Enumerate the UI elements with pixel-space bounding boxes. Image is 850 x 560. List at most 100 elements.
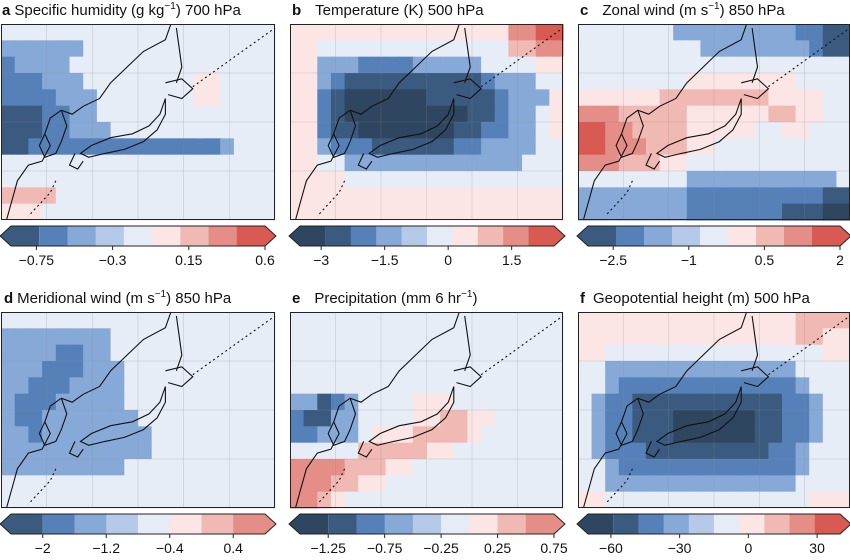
heatmap-cell xyxy=(508,442,523,460)
heatmap-cell xyxy=(206,410,221,427)
heatmap-cell xyxy=(192,56,208,74)
heatmap-cell xyxy=(165,377,180,395)
coastline xyxy=(68,153,84,170)
heatmap-cell xyxy=(686,105,701,123)
heatmap-cell xyxy=(124,105,139,123)
heatmap-cell xyxy=(28,361,43,378)
heatmap-cell xyxy=(69,56,84,74)
heatmap-cell xyxy=(96,410,112,427)
heatmap-cell xyxy=(151,138,166,156)
heatmap-cell xyxy=(317,377,332,395)
heatmap-cell xyxy=(96,138,112,156)
heatmap-cell xyxy=(426,377,441,395)
colorbar-segment xyxy=(756,226,785,246)
heatmap-cell xyxy=(290,89,305,107)
heatmap-cell xyxy=(426,312,441,329)
heatmap-cell xyxy=(673,475,688,493)
colorbar-segment xyxy=(577,514,614,534)
graticule xyxy=(578,312,850,508)
heatmap-cell xyxy=(247,154,262,172)
heatmap-cell xyxy=(83,122,98,139)
heatmap-cell xyxy=(646,56,661,74)
heatmap-cell xyxy=(768,73,783,90)
heatmap-cell xyxy=(83,203,98,221)
heatmap-cell xyxy=(399,122,414,139)
heatmap-cells xyxy=(1,24,276,221)
heatmap-cell xyxy=(618,203,633,221)
heatmap-cell xyxy=(481,40,496,58)
heatmap-cell xyxy=(42,203,57,221)
heatmap-cell xyxy=(591,154,606,172)
heatmap-cell xyxy=(247,312,262,329)
heatmap-cell xyxy=(714,344,729,362)
map-frame xyxy=(1,312,275,508)
heatmap-cell xyxy=(549,459,564,476)
heatmap-cell xyxy=(686,442,701,460)
heatmap-cell xyxy=(138,56,153,74)
heatmap-cell xyxy=(782,491,797,509)
panel-f-map xyxy=(578,311,850,509)
heatmap-cell xyxy=(344,138,359,156)
heatmap-cell xyxy=(822,187,837,205)
heatmap-cell xyxy=(836,491,850,509)
heatmap-cell xyxy=(700,187,715,205)
heatmap-cell xyxy=(426,171,441,188)
heatmap-cell xyxy=(28,138,43,156)
heatmap-cell xyxy=(385,40,400,58)
coastline xyxy=(27,180,57,217)
heatmap-cell xyxy=(261,24,276,41)
heatmap-cell xyxy=(55,361,71,378)
heatmap-cell xyxy=(151,475,166,493)
heatmap-cell xyxy=(673,122,688,139)
heatmap-cell xyxy=(440,459,455,476)
heatmap-cell xyxy=(535,203,550,221)
heatmap-cell xyxy=(412,361,428,378)
heatmap-cell xyxy=(754,24,769,41)
heatmap-cell xyxy=(673,410,688,427)
heatmap-cell xyxy=(646,312,661,329)
heatmap-cell xyxy=(330,171,346,188)
heatmap-cell xyxy=(385,361,400,378)
heatmap-cell xyxy=(344,73,359,90)
heatmap-cell xyxy=(371,24,387,41)
heatmap-cell xyxy=(261,138,276,156)
colorbar-tick-label: 0.4 xyxy=(223,540,243,556)
heatmap-cell xyxy=(14,344,29,362)
heatmap-cell xyxy=(686,410,701,427)
heatmap-cell xyxy=(344,426,359,444)
heatmap-cell xyxy=(358,105,373,123)
heatmap-cell xyxy=(700,203,715,221)
heatmap-cell xyxy=(371,56,387,74)
heatmap-cell xyxy=(412,154,428,172)
heatmap-cell xyxy=(673,377,688,395)
colorbar-outline xyxy=(288,225,566,247)
colorbar-segment xyxy=(688,514,715,534)
heatmap-cell xyxy=(700,171,715,188)
heatmap-cell xyxy=(110,344,125,362)
heatmap-cell xyxy=(1,377,16,395)
heatmap-cell xyxy=(754,459,769,476)
heatmap-cell xyxy=(220,312,235,329)
heatmap-cell xyxy=(453,122,469,139)
heatmap-cell xyxy=(69,24,84,41)
heatmap-cell xyxy=(55,89,71,107)
heatmap-cell xyxy=(1,393,16,411)
heatmap-cell xyxy=(83,442,98,460)
heatmap-cell xyxy=(508,56,523,74)
heatmap-cell xyxy=(522,393,537,411)
heatmap-cell xyxy=(508,105,523,123)
heatmap-cell xyxy=(535,122,550,139)
heatmap-cell xyxy=(385,187,400,205)
heatmap-cell xyxy=(727,73,742,90)
heatmap-cell xyxy=(809,344,824,362)
heatmap-cell xyxy=(165,122,180,139)
heatmap-cell xyxy=(14,393,29,411)
heatmap-cell xyxy=(1,105,16,123)
coastline xyxy=(768,27,850,88)
heatmap-cell xyxy=(741,56,756,74)
colorbar-segment xyxy=(789,514,816,534)
heatmap-cell xyxy=(768,105,783,123)
heatmap-cell xyxy=(317,73,332,90)
heatmap-cell xyxy=(535,393,550,411)
heatmap-cell xyxy=(247,56,262,74)
